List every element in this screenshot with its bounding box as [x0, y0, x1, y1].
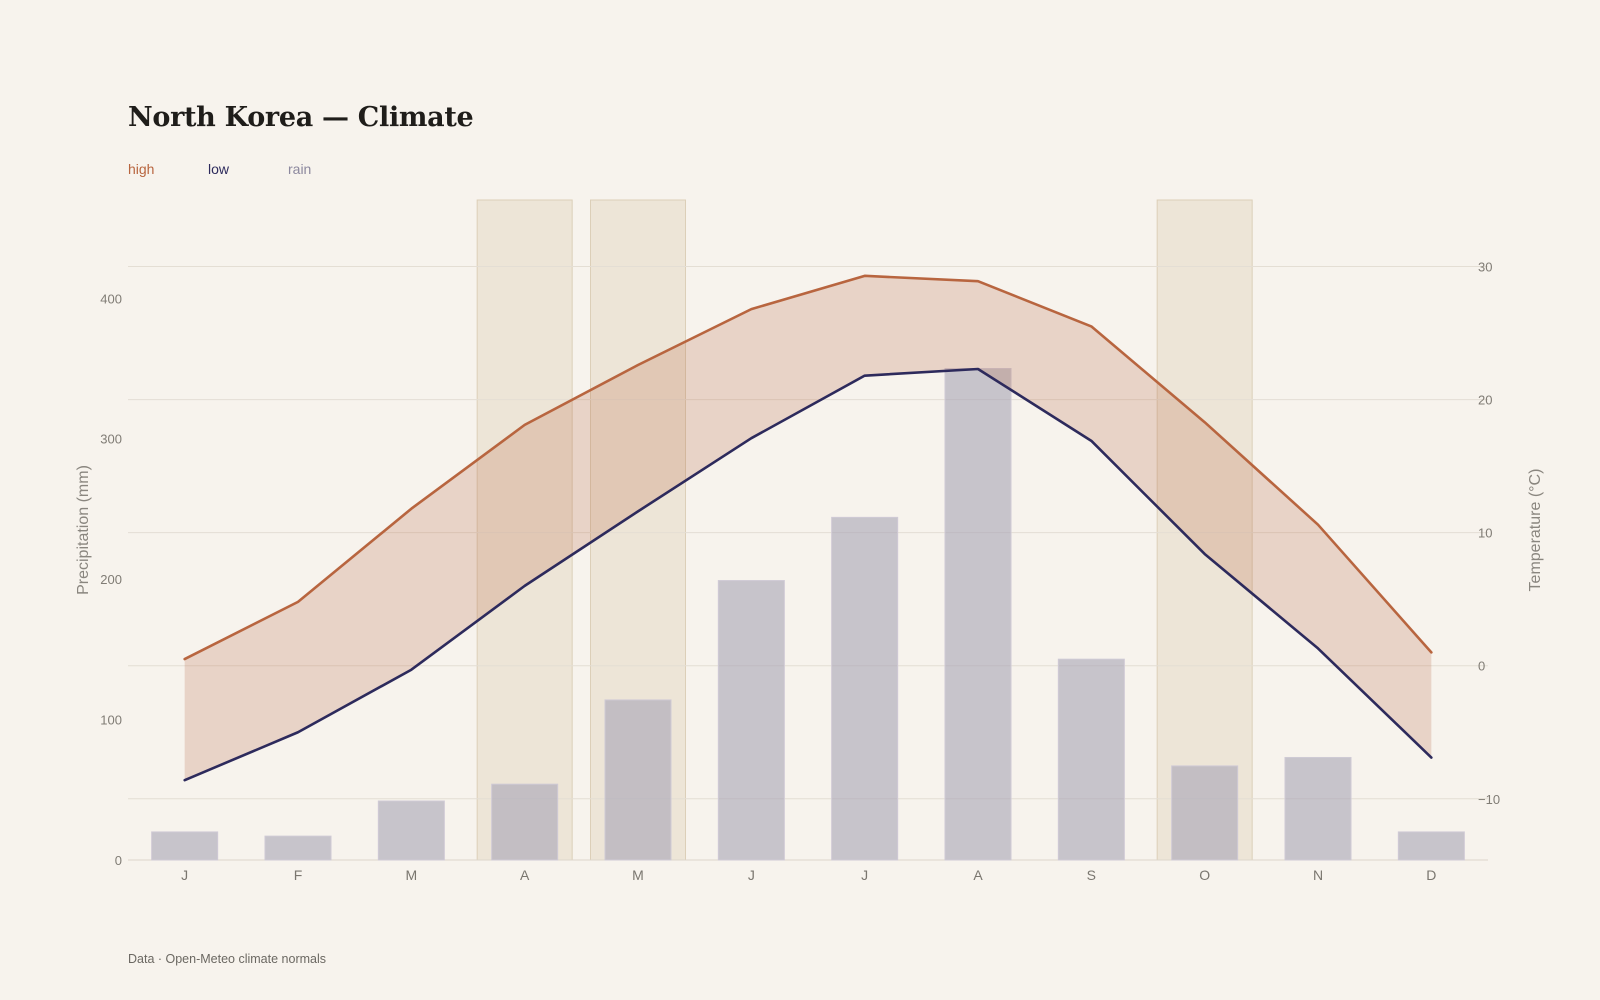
temperature-range-area: [184, 275, 1432, 781]
x-tick-month: A: [520, 867, 530, 883]
x-tick-month: M: [405, 867, 417, 883]
x-tick-month: S: [1087, 867, 1096, 883]
y-tick-right: −10: [1478, 792, 1500, 807]
rain-bar: [1397, 831, 1465, 861]
y-tick-right: 20: [1478, 393, 1492, 408]
x-tick-month: A: [973, 867, 983, 883]
y-axis-right-title: Temperature (°C): [1527, 469, 1544, 592]
gridlines: [128, 266, 1488, 861]
y-tick-left: 200: [100, 572, 122, 587]
axis-ticks: 0 100 200 300 400 −10 0 10 20 30 J F M A M J J A S O N D: [100, 260, 1500, 883]
temperature-range-area: [184, 275, 1432, 781]
y-tick-left: 0: [115, 853, 122, 868]
y-tick-left: 300: [100, 432, 122, 447]
rain-bar: [377, 800, 445, 861]
x-tick-month: N: [1313, 867, 1323, 883]
rain-bar: [831, 516, 899, 861]
x-tick-month: D: [1426, 867, 1436, 883]
y-tick-right: 0: [1478, 659, 1485, 674]
temperature-lines: [183, 274, 1433, 782]
legend-item-rain: rain: [288, 161, 312, 177]
y-tick-left: 400: [100, 291, 122, 306]
highlight-band-9: [1156, 199, 1253, 861]
rain-bar: [491, 783, 559, 861]
rain-bar: [151, 831, 219, 861]
x-tick-month: J: [861, 867, 868, 883]
legend-item-low: low: [208, 161, 230, 177]
legend-item-high: high: [128, 161, 155, 177]
rain-bar: [944, 368, 1012, 861]
rain-bar: [604, 699, 672, 861]
x-tick-month: O: [1199, 867, 1210, 883]
high-temperature-line: [183, 274, 1433, 661]
rain-bar: [1171, 765, 1239, 861]
low-temperature-line: [183, 367, 1433, 782]
rain-bars: [151, 368, 1465, 861]
rain-bar: [1057, 658, 1125, 861]
y-axis-left-title: Precipitation (mm): [75, 465, 92, 595]
y-tick-left: 100: [100, 713, 122, 728]
rain-bar: [1284, 756, 1352, 861]
rain-bar: [264, 835, 332, 861]
rain-bar: [717, 580, 785, 861]
y-tick-right: 30: [1478, 260, 1492, 275]
data-source: Data · Open-Meteo climate normals: [128, 952, 326, 966]
highlight-band-3: [476, 199, 573, 861]
chart-title: North Korea — Climate: [128, 102, 474, 133]
x-tick-month: F: [294, 867, 303, 883]
y-tick-right: 10: [1478, 526, 1492, 541]
x-tick-month: J: [181, 867, 188, 883]
x-tick-month: M: [632, 867, 644, 883]
x-tick-month: J: [748, 867, 755, 883]
